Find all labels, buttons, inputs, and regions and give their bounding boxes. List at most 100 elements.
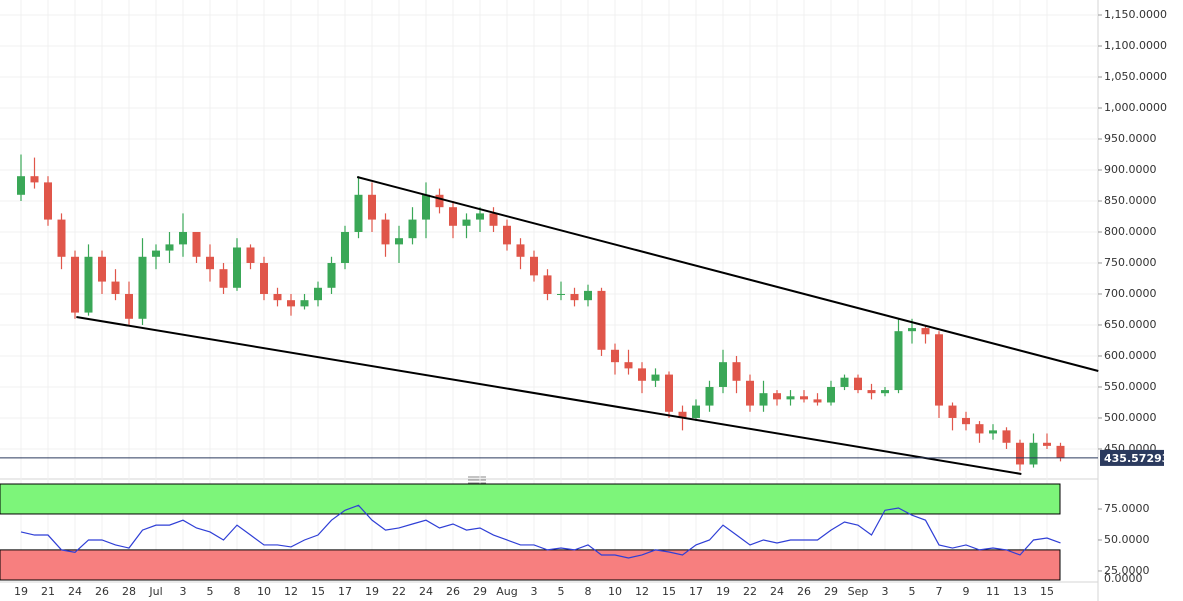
x-tick-label: 8: [234, 585, 241, 598]
y-tick-label: 800.0000: [1104, 225, 1157, 238]
x-tick-label: 26: [95, 585, 109, 598]
x-tick-label: 17: [338, 585, 352, 598]
candle-body: [98, 256, 106, 282]
x-tick-label: 5: [909, 585, 916, 598]
last-price-tag: [1100, 449, 1164, 466]
candle-body: [638, 368, 646, 381]
candle-body: [206, 256, 214, 270]
candle-body: [530, 256, 538, 276]
candle-body: [786, 396, 795, 400]
candle-body: [422, 194, 430, 220]
candle-body: [773, 393, 781, 400]
candle-body: [152, 250, 160, 257]
x-tick-label: 17: [689, 585, 703, 598]
candle-body: [1043, 442, 1051, 446]
x-tick-label: 19: [365, 585, 379, 598]
candle-body: [543, 275, 552, 294]
candle-body: [705, 386, 714, 406]
candle-body: [975, 424, 984, 434]
candle-body: [219, 269, 228, 288]
candle-body: [516, 244, 525, 257]
x-tick-label: 13: [1013, 585, 1027, 598]
candle-body: [1016, 442, 1024, 465]
x-tick-label: Aug: [496, 585, 517, 598]
candle-body: [17, 176, 25, 195]
x-tick-label: 24: [68, 585, 82, 598]
candle-body: [71, 256, 79, 313]
candle-body: [435, 194, 444, 208]
candle-body: [179, 231, 187, 245]
candle-body: [449, 207, 457, 226]
x-tick-label: 15: [1040, 585, 1054, 598]
x-tick-label: 24: [419, 585, 433, 598]
trendline: [76, 315, 1022, 475]
candle-body: [719, 362, 727, 387]
x-tick-label: 19: [716, 585, 730, 598]
candle-body: [989, 430, 997, 434]
x-tick-label: 28: [122, 585, 136, 598]
y-tick-label: 50.0000: [1104, 533, 1150, 546]
candle-body: [476, 213, 484, 220]
x-tick-label: 15: [311, 585, 325, 598]
y-tick-label: 1,000.0000: [1104, 101, 1167, 114]
candle-body: [462, 219, 471, 226]
rsi-line: [20, 504, 1061, 559]
candle-body: [746, 380, 754, 406]
candle-body: [489, 213, 498, 226]
candle-body: [1002, 430, 1011, 443]
last-price-label: 435.57293: [1104, 452, 1169, 465]
x-tick-label: 26: [446, 585, 460, 598]
y-tick-label: 900.0000: [1104, 163, 1157, 176]
candle-body: [624, 362, 633, 369]
candle-body: [30, 176, 39, 183]
candle-body: [233, 247, 241, 288]
candle-body: [57, 219, 66, 257]
candle-body: [813, 399, 822, 403]
candle-body: [138, 256, 147, 319]
x-tick-label: Sep: [848, 585, 869, 598]
candle-body: [44, 182, 52, 220]
candle-body: [935, 334, 943, 406]
candle-body: [692, 405, 700, 418]
candle-body: [300, 300, 309, 307]
y-tick-label: 850.0000: [1104, 194, 1157, 207]
x-tick-label: 9: [963, 585, 970, 598]
candle-body: [84, 256, 93, 313]
candle-body: [908, 328, 916, 332]
x-tick-label: 22: [392, 585, 406, 598]
x-tick-label: 22: [743, 585, 757, 598]
y-tick-label: 750.0000: [1104, 256, 1157, 269]
candle-body: [111, 281, 120, 294]
y-tick-label: 700.0000: [1104, 287, 1157, 300]
y-tick-label: 75.0000: [1104, 502, 1150, 515]
candle-body: [381, 219, 390, 245]
x-tick-label: 15: [662, 585, 676, 598]
rsi-band: [0, 549, 1061, 581]
candle-body: [800, 396, 808, 400]
candle-body: [678, 411, 687, 418]
candle-body: [354, 194, 363, 232]
x-tick-label: 5: [558, 585, 565, 598]
candle-body: [503, 225, 511, 245]
candle-body: [408, 219, 417, 239]
x-tick-label: 7: [936, 585, 943, 598]
candle-body: [921, 328, 930, 335]
candle-body: [341, 231, 349, 263]
x-tick-label: 10: [608, 585, 622, 598]
x-tick-label: 24: [770, 585, 784, 598]
trendline: [356, 176, 1099, 372]
x-tick-label: 19: [14, 585, 28, 598]
candle-body: [314, 287, 322, 301]
x-tick-label: 12: [284, 585, 298, 598]
pane-handle[interactable]: [468, 476, 486, 484]
candle-body: [584, 290, 592, 301]
candle-body: [611, 349, 619, 363]
y-tick-label: 1,050.0000: [1104, 70, 1167, 83]
candle-body: [165, 244, 174, 251]
candle-body: [759, 393, 768, 406]
candle-body: [273, 293, 282, 301]
x-tick-label: 3: [531, 585, 538, 598]
candle-body: [368, 194, 376, 220]
candle-body: [732, 362, 741, 381]
candle-body: [962, 417, 970, 425]
